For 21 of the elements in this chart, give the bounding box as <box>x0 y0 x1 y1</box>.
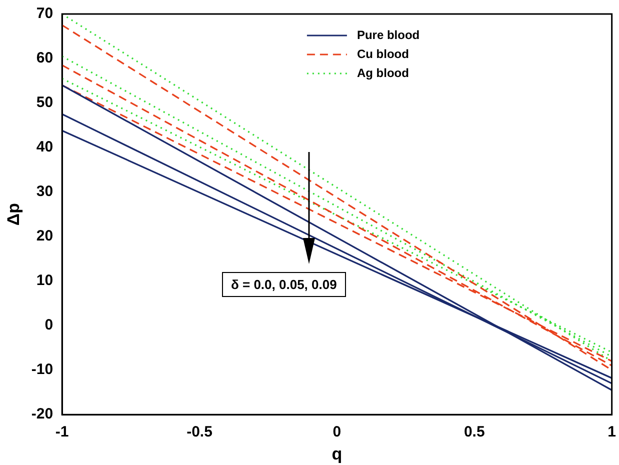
annotation: δ = 0.0, 0.05, 0.09 <box>222 272 346 297</box>
y-tick-label: 70 <box>36 5 54 22</box>
legend-label: Ag blood <box>356 66 409 80</box>
y-axis-title: Δp <box>4 202 23 226</box>
y-tick-label: 10 <box>36 272 54 290</box>
y-tick-label: -10 <box>31 361 54 378</box>
x-axis-title: q <box>332 444 342 464</box>
legend-label: Cu blood <box>356 46 409 61</box>
y-tick-label: -20 <box>31 406 54 423</box>
y-tick-label: 50 <box>36 94 54 112</box>
y-tick-label: 40 <box>36 138 54 156</box>
legend-label: Pure blood <box>356 28 420 42</box>
y-tick-label: 20 <box>36 228 54 245</box>
x-tick-label: 1 <box>608 424 616 441</box>
x-tick-label: 0.5 <box>464 424 485 441</box>
x-tick-label: -0.5 <box>186 424 212 441</box>
x-tick-label: -1 <box>55 424 69 441</box>
y-tick-label: 0 <box>44 316 54 334</box>
y-tick-label: 30 <box>36 183 54 200</box>
y-tick-label: 60 <box>36 50 54 67</box>
x-tick-label: 0 <box>332 424 342 441</box>
